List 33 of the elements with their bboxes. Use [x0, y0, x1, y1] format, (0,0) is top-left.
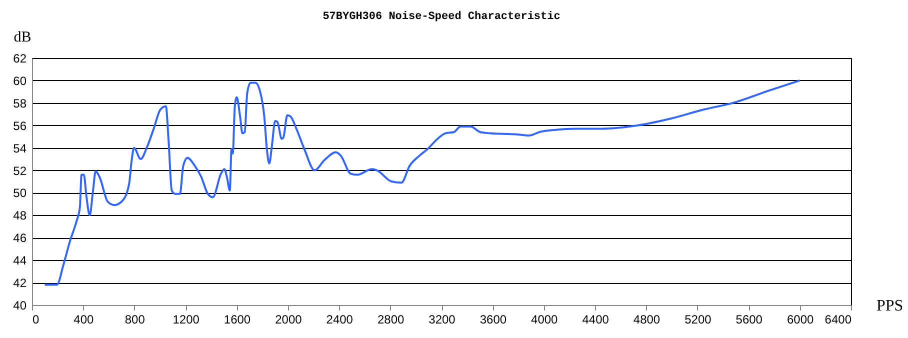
x-tick-label: 800: [124, 312, 146, 326]
x-tick-label: 1600: [224, 312, 251, 326]
x-tick-label: 4400: [582, 312, 610, 326]
y-tick-label: 42: [13, 276, 27, 290]
x-tick-label: 1200: [172, 312, 200, 326]
chart-title: 57BYGH306 Noise-Speed Characteristic: [322, 11, 560, 23]
y-tick-label: 58: [13, 96, 27, 110]
y-tick-label: 54: [13, 141, 27, 156]
x-tick-label: 6400: [824, 312, 852, 326]
y-tick-label: 60: [13, 74, 27, 88]
x-tick-label: 0: [32, 312, 40, 326]
y-tick-label: 50: [13, 186, 27, 200]
y-tick-label: 52: [13, 164, 27, 178]
x-tick-label: 2800: [377, 312, 404, 326]
x-tick-label: 4000: [531, 312, 558, 326]
x-tick-label: 5600: [736, 312, 763, 326]
y-tick-label: 44: [13, 254, 27, 268]
y-axis-title: dB: [14, 30, 32, 46]
x-tick-label: 4800: [633, 312, 660, 326]
x-tick-label: 400: [74, 312, 94, 326]
y-tick-label: 48: [13, 208, 27, 223]
y-tick-label: 56: [13, 118, 27, 133]
y-tick-label: 46: [13, 231, 27, 246]
y-tick-label: 62: [13, 52, 27, 66]
x-tick-label: 2000: [275, 312, 302, 326]
x-tick-label: 2400: [326, 312, 354, 326]
line-series: [44, 79, 801, 286]
x-tick-label: 5200: [684, 312, 712, 326]
y-tick-label: 40: [13, 298, 27, 312]
x-tick-label: 6000: [786, 312, 814, 326]
x-axis-title: PPS: [876, 298, 904, 314]
x-tick-label: 3200: [428, 312, 456, 326]
x-tick-label: 3600: [480, 312, 507, 326]
